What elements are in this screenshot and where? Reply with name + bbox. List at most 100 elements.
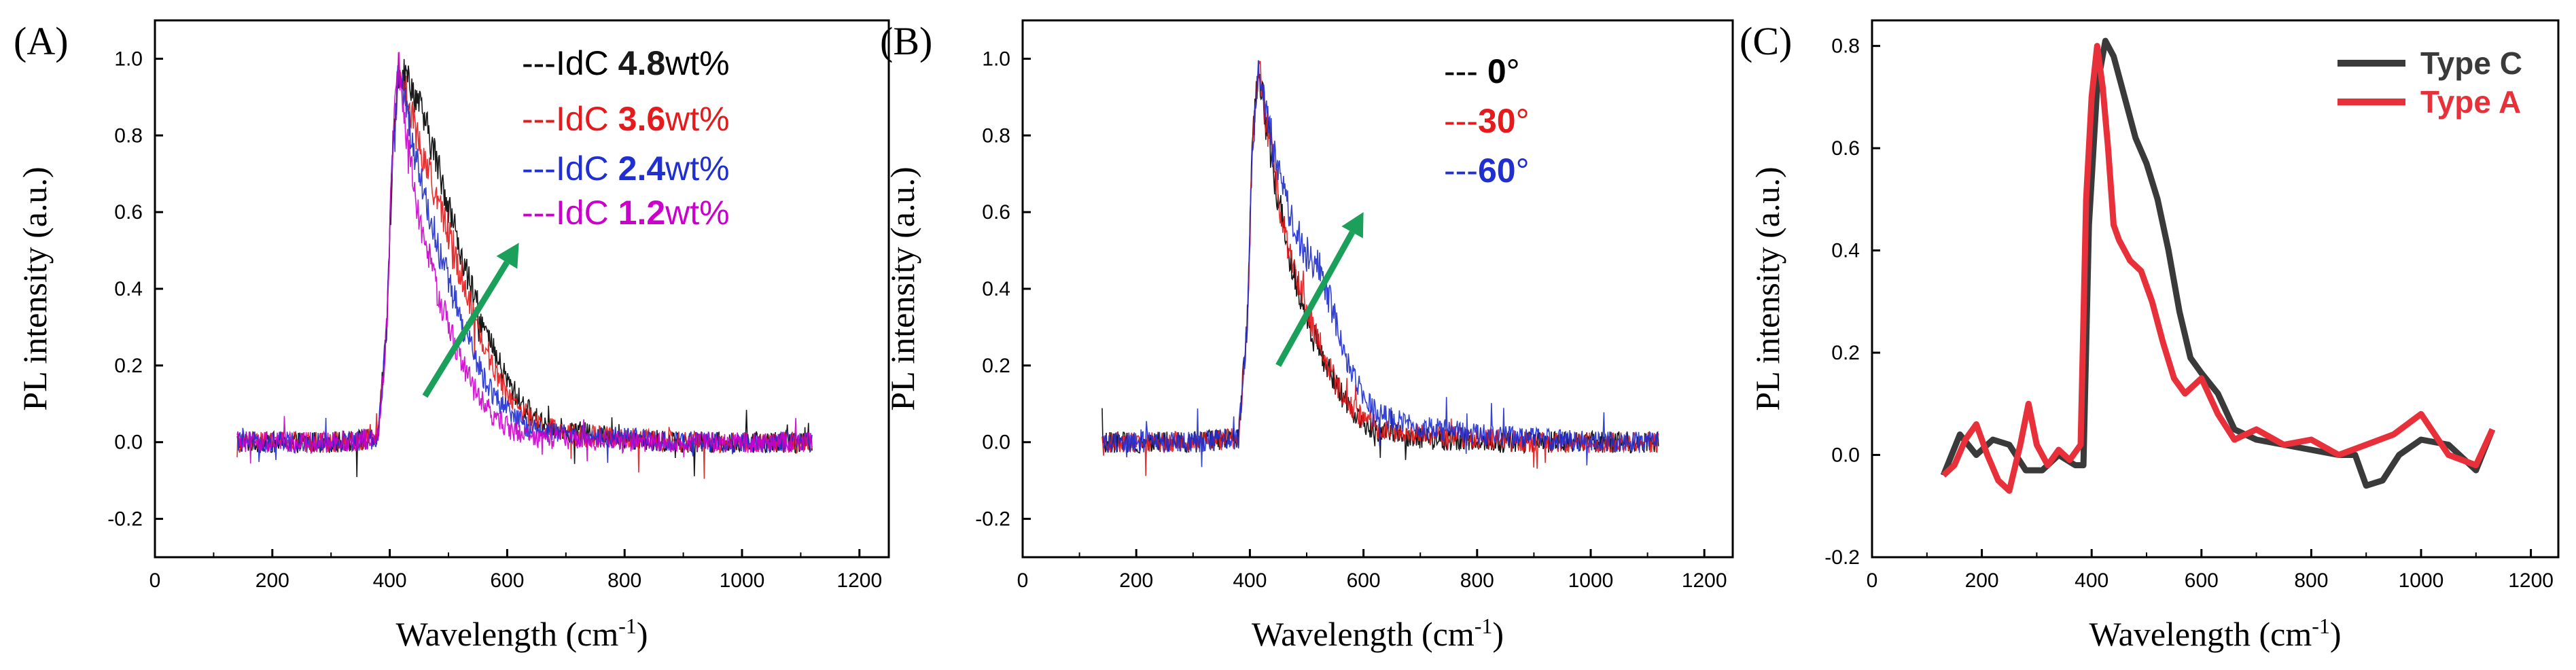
legend-suffix: ° — [1516, 102, 1530, 140]
x-tick-label: 200 — [255, 569, 289, 592]
panel-b-yticks: -0.2 0.0 0.2 0.4 0.6 0.8 1.0 — [975, 48, 1031, 531]
x-tick-label: 200 — [1119, 569, 1153, 592]
panel-c-xlabel-text: Wavelength (cm — [2089, 615, 2312, 653]
x-tick-label: 0 — [1867, 569, 1878, 592]
panel-b-trend-arrow — [1275, 212, 1364, 368]
y-tick-label: 0.2 — [1831, 342, 1860, 364]
series-line-type-c — [1940, 37, 2496, 489]
series-line-3 — [236, 52, 813, 464]
y-tick-label: 0.8 — [114, 124, 143, 147]
legend-suffix: ° — [1516, 152, 1530, 190]
legend-prefix: ---IdC — [522, 149, 618, 188]
panel-c-yticks: -0.2 0.0 0.2 0.4 0.6 0.8 — [1824, 35, 1880, 569]
panel-c-axes-frame — [1871, 19, 2560, 559]
y-tick-label: 1.0 — [982, 48, 1010, 70]
legend-suffix: wt% — [665, 44, 729, 82]
panel-a-axes-frame — [154, 19, 890, 559]
x-tick-label: 1000 — [720, 569, 765, 592]
panel-c-xlabel: Wavelength (cm-1) — [2089, 614, 2341, 653]
y-tick-label: 0.6 — [982, 201, 1010, 224]
series-line-2 — [1101, 60, 1659, 468]
legend-entry-idc-3-6: ---IdC 3.6wt% — [522, 100, 730, 138]
panel-b-legend: --- 0° ---30° ---60° — [1444, 52, 1530, 190]
y-tick-label: 0.8 — [982, 124, 1010, 147]
legend-entry-60-deg: ---60° — [1444, 152, 1530, 190]
panel-a-trend-arrow — [422, 243, 519, 398]
panel-a-legend: ---IdC 4.8wt% ---IdC 3.6wt% ---IdC 2.4wt… — [522, 44, 730, 232]
panel-a-label: (A) — [14, 19, 69, 63]
x-tick-label: 0 — [1017, 569, 1029, 592]
series-line-2 — [236, 65, 813, 463]
y-tick-label: 0.4 — [114, 278, 143, 300]
x-tick-label: 800 — [1460, 569, 1494, 592]
y-tick-label: 1.0 — [114, 48, 143, 70]
y-tick-label: 0.0 — [1831, 444, 1860, 467]
legend-entry-idc-2-4: ---IdC 2.4wt% — [522, 149, 730, 188]
y-tick-label: 0.0 — [982, 431, 1010, 454]
trend-arrow-head — [496, 243, 519, 269]
legend-value: 4.8 — [618, 44, 666, 82]
legend-prefix: --- — [1444, 52, 1487, 90]
legend-label-type-c: Type C — [2420, 46, 2522, 81]
x-tick-label: 600 — [490, 569, 524, 592]
legend-prefix: --- — [1444, 102, 1478, 140]
trend-arrow-shaft — [422, 260, 510, 398]
x-tick-label: 600 — [2185, 569, 2219, 592]
panel-c-xlabel-sup: -1 — [2312, 614, 2330, 638]
panel-c: (C) -0.2 0.0 0.2 0.4 0.6 0.8 0 200 400 600 800 100… — [1740, 19, 2560, 653]
x-tick-label: 1200 — [836, 569, 882, 592]
panel-c-label: (C) — [1740, 19, 1792, 63]
legend-entry-idc-4-8: ---IdC 4.8wt% — [522, 44, 730, 82]
y-tick-label: -0.2 — [975, 508, 1010, 531]
x-tick-label: 1200 — [1682, 569, 1727, 592]
legend-label-type-a: Type A — [2420, 84, 2521, 120]
panel-b-xlabel: Wavelength (cm-1) — [1252, 614, 1504, 653]
x-tick-label: 400 — [2075, 569, 2109, 592]
panel-a: (A) -0.2 0.0 0.2 0.4 0.6 0.8 1.0 0 200 400 600 800… — [14, 19, 890, 653]
x-tick-label: 800 — [2294, 569, 2328, 592]
y-tick-label: -0.2 — [107, 508, 143, 531]
panel-b-ylabel: PL intensity (a.u.) — [883, 166, 921, 410]
legend-entry-0-deg: --- 0° — [1444, 52, 1520, 90]
legend-prefix: ---IdC — [522, 194, 618, 232]
x-tick-label: 1200 — [2508, 569, 2554, 592]
legend-entry-idc-1-2: ---IdC 1.2wt% — [522, 194, 730, 232]
panel-a-series — [236, 52, 813, 479]
panel-b-axes-frame — [1021, 19, 1734, 559]
y-tick-label: 0.2 — [114, 355, 143, 377]
legend-prefix: --- — [1444, 152, 1478, 190]
y-tick-label: 0.4 — [1831, 240, 1860, 262]
legend-entry-30-deg: ---30° — [1444, 102, 1530, 140]
panel-a-xlabel-text: Wavelength (cm — [395, 615, 618, 653]
panel-b-series — [1101, 60, 1659, 476]
trend-arrow-shaft — [1275, 230, 1356, 368]
panel-a-xlabel-sup: -1 — [618, 614, 637, 638]
x-tick-label: 600 — [1347, 569, 1381, 592]
panel-c-ylabel: PL intensity (a.u.) — [1748, 166, 1786, 410]
panel-a-yticks: -0.2 0.0 0.2 0.4 0.6 0.8 1.0 — [107, 48, 163, 531]
x-tick-label: 800 — [607, 569, 641, 592]
legend-suffix: wt% — [665, 149, 729, 188]
panel-b-xlabel-sup: -1 — [1475, 614, 1493, 638]
panel-c-xlabel-end: ) — [2330, 615, 2342, 653]
trend-arrow-head — [1341, 212, 1364, 239]
legend-value: 1.2 — [618, 194, 666, 232]
x-tick-label: 200 — [1965, 569, 1999, 592]
legend-prefix: ---IdC — [522, 100, 618, 138]
legend-value: 60 — [1478, 152, 1516, 190]
panel-a-xlabel-end: ) — [637, 615, 648, 653]
legend-suffix: wt% — [665, 100, 729, 138]
panel-a-xticks: 0 200 400 600 800 1000 1200 — [149, 549, 882, 592]
panel-c-legend: Type C Type A — [2337, 46, 2522, 120]
series-line-type-a — [1941, 43, 2496, 494]
y-tick-label: 0.8 — [1831, 35, 1860, 58]
panel-b-xticks: 0 200 400 600 800 1000 1200 — [1017, 549, 1727, 592]
panel-b-label: (B) — [880, 19, 932, 63]
panel-b-xlabel-text: Wavelength (cm — [1252, 615, 1475, 653]
x-tick-label: 400 — [373, 569, 407, 592]
x-tick-label: 1000 — [2399, 569, 2444, 592]
y-tick-label: 0.0 — [114, 431, 143, 454]
legend-value: 2.4 — [618, 149, 666, 188]
legend-suffix: ° — [1506, 52, 1520, 90]
